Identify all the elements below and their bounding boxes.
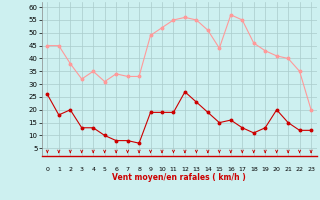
X-axis label: Vent moyen/en rafales ( km/h ): Vent moyen/en rafales ( km/h ): [112, 174, 246, 182]
